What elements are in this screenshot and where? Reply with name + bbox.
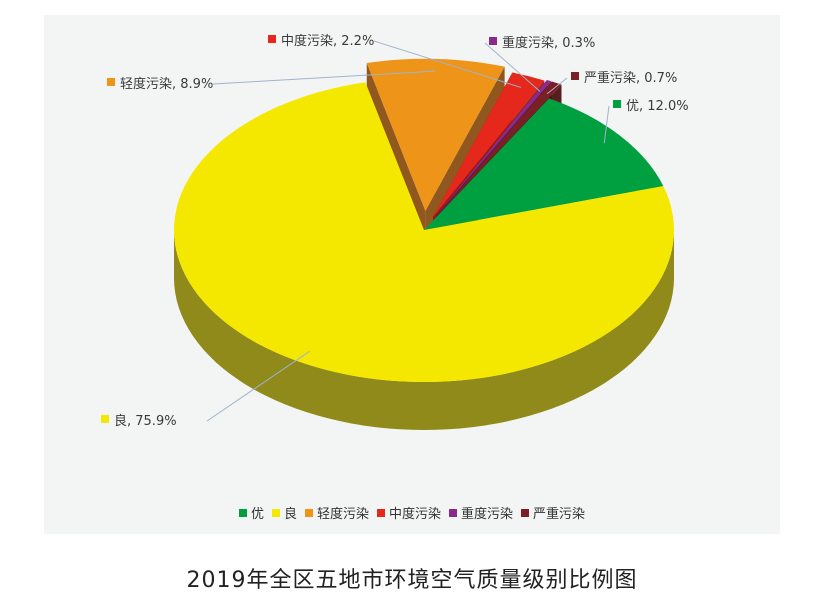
- callout-label-4: 中度污染, 2.2%: [281, 33, 374, 49]
- legend-label-1: 优: [250, 507, 264, 522]
- chart-legend: 优 良 轻度污染 中度污染 重度污染 严重污染: [44, 503, 780, 522]
- callout-swatch-1: [613, 100, 621, 108]
- callout-line-2: [206, 350, 310, 422]
- legend-item-5: 重度污染: [449, 503, 513, 522]
- legend-label-5: 重度污染: [461, 507, 514, 522]
- legend-item-2: 良: [271, 503, 297, 522]
- legend-swatch-6: [521, 508, 530, 517]
- pie-slice-6: [436, 81, 562, 217]
- callout-swatch-4: [268, 35, 276, 43]
- callout-label-2: 良, 75.9%: [114, 413, 177, 429]
- legend-label-2: 良: [283, 507, 297, 522]
- legend-item-3: 轻度污染: [304, 503, 369, 522]
- pie-slices: [174, 58, 675, 383]
- chart-card: 优, 12.0% 良, 75.9% 轻度污染, 8.9% 中度污染, 2.2% 重度污染…: [44, 15, 780, 534]
- legend-label-4: 中度污染: [389, 507, 442, 522]
- legend-item-4: 中度污染: [377, 503, 441, 522]
- legend-swatch-3: [304, 508, 313, 517]
- legend-item-6: 严重污染: [521, 503, 585, 522]
- pie-slice-1: [424, 98, 664, 230]
- callout-swatch-5: [489, 37, 497, 45]
- callout-line-4: [373, 40, 522, 88]
- pie-side-2: [174, 230, 674, 430]
- chart-caption: 2019年全区五地市环境空气质量级别比例图: [186, 568, 638, 593]
- callout-swatch-3: [107, 78, 115, 86]
- legend-swatch-1: [238, 508, 247, 517]
- pie-slice-5: [435, 79, 552, 217]
- pie-chart: 优, 12.0% 良, 75.9% 轻度污染, 8.9% 中度污染, 2.2% 重度污染…: [101, 33, 689, 430]
- callout-line-1: [603, 105, 610, 144]
- legend-swatch-2: [271, 508, 280, 517]
- pie-slice-3: [366, 58, 505, 211]
- callout-label-5: 重度污染, 0.3%: [502, 35, 595, 51]
- legend-swatch-5: [449, 508, 458, 517]
- callout-line-6: [546, 77, 568, 95]
- callout-line-5: [484, 42, 541, 92]
- pie-callouts: 优, 12.0% 良, 75.9% 轻度污染, 8.9% 中度污染, 2.2% 重度污染…: [101, 33, 689, 429]
- legend-swatch-4: [377, 508, 385, 517]
- callout-label-6: 严重污染, 0.7%: [584, 70, 677, 86]
- pie-slice-2: [174, 82, 675, 383]
- callout-swatch-6: [571, 72, 579, 80]
- legend-item-1: 优: [238, 503, 264, 522]
- callout-line-3: [212, 70, 436, 85]
- legend-label-3: 轻度污染: [316, 507, 369, 522]
- pie-slice-4: [433, 72, 545, 217]
- legend-label-6: 严重污染: [533, 507, 586, 522]
- callout-label-3: 轻度污染, 8.9%: [120, 76, 213, 92]
- callout-label-1: 优, 12.0%: [626, 99, 689, 114]
- callout-swatch-2: [101, 415, 109, 423]
